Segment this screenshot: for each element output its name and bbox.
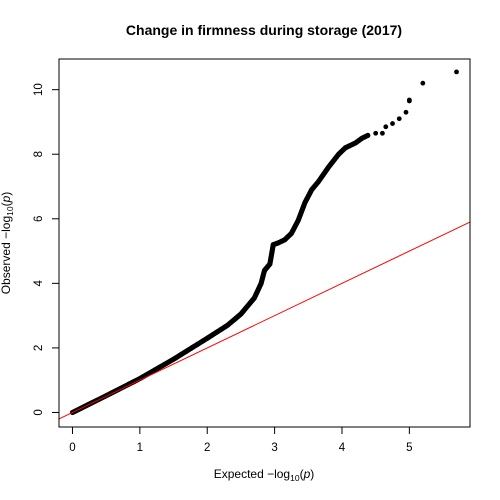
x-axis-label: Expected −log10(p) <box>214 467 315 483</box>
y-axis: 0 2 4 6 8 10 <box>33 83 60 416</box>
data-point <box>383 124 389 130</box>
x-tick-label: 4 <box>339 442 346 454</box>
y-tick-label: 2 <box>33 345 45 351</box>
y-axis-label: Observed −log10(p) <box>0 192 15 295</box>
x-tick-label: 0 <box>69 442 75 454</box>
data-point <box>454 69 459 75</box>
data-point <box>380 130 385 136</box>
y-tick-label: 4 <box>33 280 45 287</box>
data-point <box>373 130 379 136</box>
data-point <box>403 109 409 115</box>
reference-line <box>58 221 471 420</box>
y-tick-label: 10 <box>33 83 45 96</box>
data-point <box>396 116 402 122</box>
y-tick-label: 0 <box>33 409 45 415</box>
data-points <box>69 69 459 416</box>
x-axis: 0 1 2 3 4 5 <box>69 426 413 454</box>
y-tick-label: 6 <box>33 216 45 222</box>
chart-title: Change in firmness during storage (2017) <box>126 22 402 38</box>
data-point <box>390 121 395 126</box>
data-point <box>420 80 426 86</box>
plot-frame <box>58 58 471 428</box>
y-tick-label: 8 <box>33 151 45 157</box>
x-tick-label: 1 <box>137 442 143 454</box>
data-point <box>365 132 371 138</box>
x-tick-label: 5 <box>406 442 412 454</box>
x-tick-label: 2 <box>204 442 210 454</box>
x-tick-label: 3 <box>271 442 277 454</box>
data-point <box>406 97 412 103</box>
